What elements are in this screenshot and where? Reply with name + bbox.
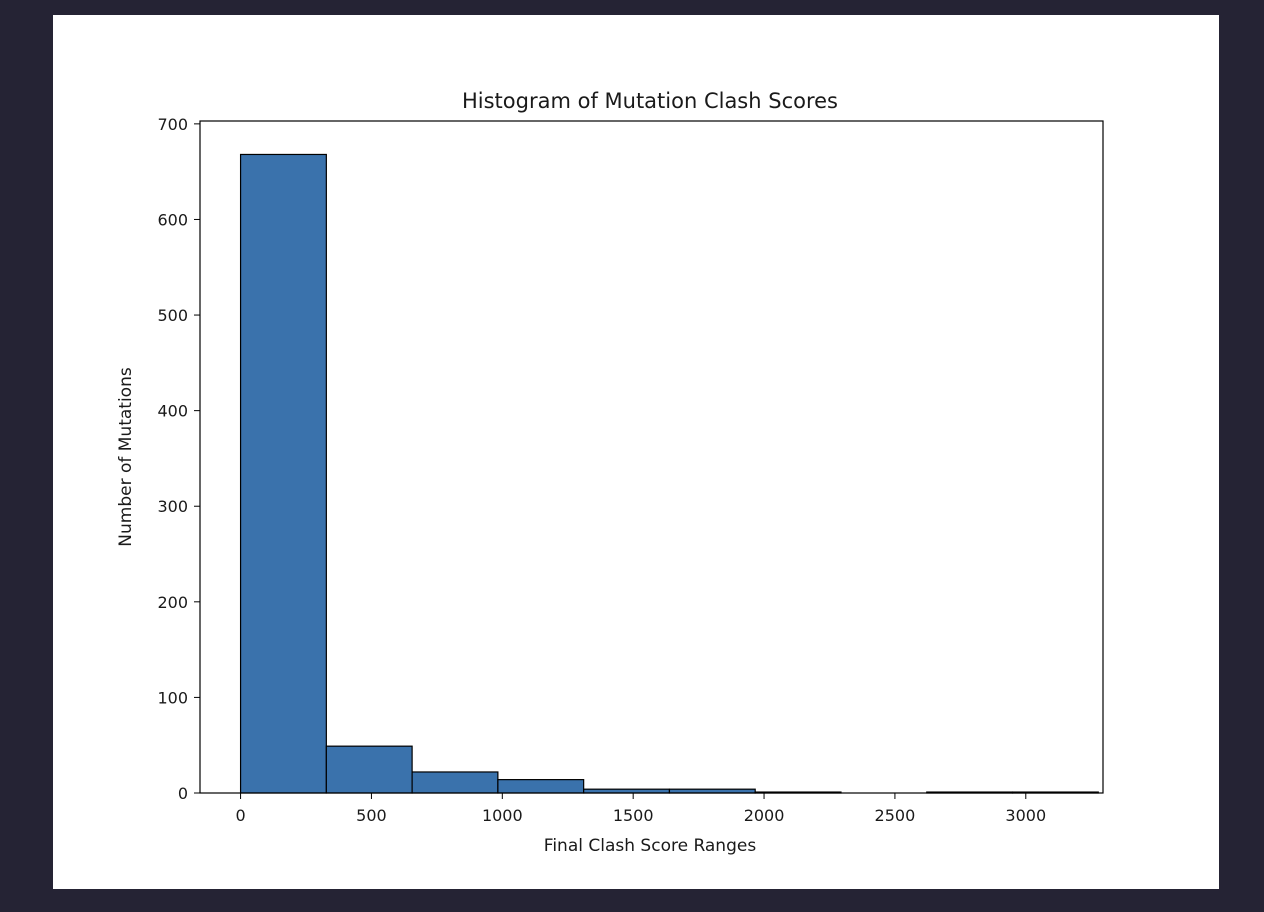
histogram-bar: [411, 771, 499, 794]
histogram-bar: [497, 779, 585, 794]
y-tick-label: 700: [157, 115, 188, 134]
chart-title: Histogram of Mutation Clash Scores: [462, 89, 838, 113]
y-axis-label: Number of Mutations: [116, 367, 136, 547]
y-tick-label: 500: [157, 306, 188, 325]
y-tick-label: 400: [157, 402, 188, 421]
x-tick-label: 2500: [875, 806, 916, 825]
x-tick-label: 0: [235, 806, 245, 825]
y-tick-label: 600: [157, 210, 188, 229]
x-tick-label: 1500: [613, 806, 654, 825]
bars-layer: [239, 153, 1099, 794]
x-tick-label: 1000: [482, 806, 523, 825]
histogram-bar: [239, 153, 327, 794]
histogram-bar: [325, 745, 413, 794]
plot-area-frame: [199, 120, 1104, 794]
y-axis-ticks: 0 100 200 300 400 500 600 700: [157, 115, 200, 803]
x-tick-label: 2000: [744, 806, 785, 825]
x-axis-ticks: 0 500 1000 1500 2000 2500 3000: [235, 793, 1046, 825]
x-axis-label: Final Clash Score Ranges: [544, 836, 757, 856]
y-tick-label: 200: [157, 593, 188, 612]
y-tick-label: 300: [157, 497, 188, 516]
x-tick-label: 3000: [1005, 806, 1046, 825]
y-tick-label: 0: [178, 784, 188, 803]
x-tick-label: 500: [356, 806, 387, 825]
y-tick-label: 100: [157, 688, 188, 707]
